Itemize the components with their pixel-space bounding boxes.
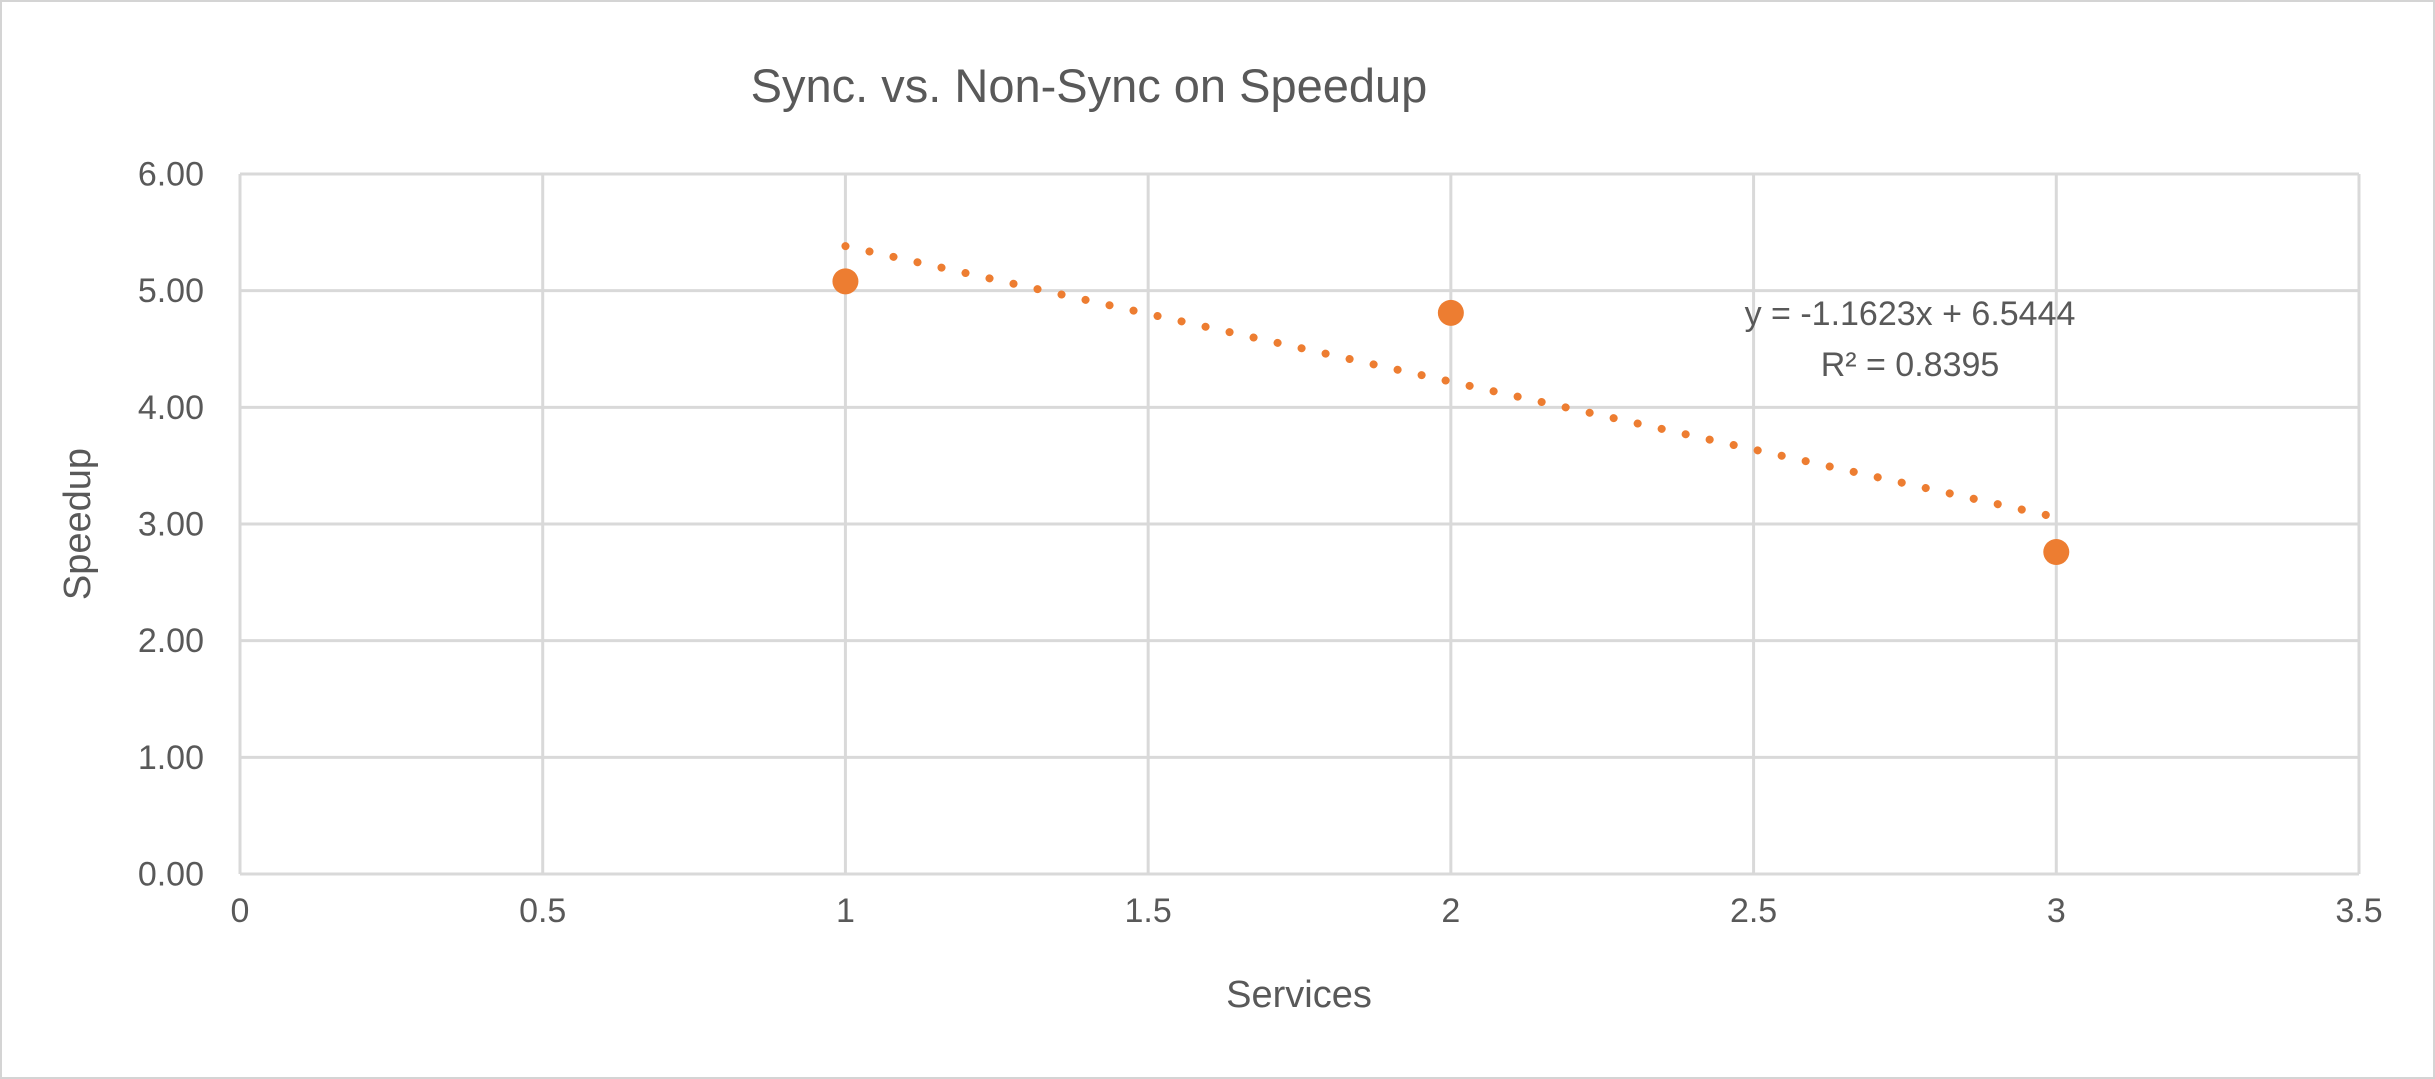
y-axis-title: Speedup [57,448,99,600]
x-axis-tick-labels: 0 0.5 1 1.5 2 2.5 3 3.5 [231,892,2383,930]
trendline-r-squared-label: R² = 0.8395 [1821,346,2000,384]
trendline [841,242,2061,522]
x-tick-label: 3 [2047,892,2066,930]
x-tick-label: 2.5 [1730,892,1777,930]
x-tick-label: 3.5 [2335,892,2382,930]
x-tick-label: 1.5 [1125,892,1172,930]
y-tick-label: 0.00 [138,856,204,894]
trendline-dotted-line [841,242,2061,522]
trendline-equation-label: y = -1.1623x + 6.5444 [1745,295,2076,333]
y-tick-label: 3.00 [138,506,204,544]
x-tick-label: 2 [1441,892,1460,930]
y-tick-label: 2.00 [138,622,204,660]
data-points [832,268,2070,565]
data-point [1437,299,1464,326]
x-tick-label: 0.5 [519,892,566,930]
y-tick-label: 5.00 [138,272,204,310]
x-axis-title: Services [1226,974,1372,1016]
chart-title: Sync. vs. Non-Sync on Speedup [751,59,1428,112]
y-axis-tick-labels: 0.00 1.00 2.00 3.00 4.00 5.00 6.00 [138,156,204,894]
y-tick-label: 6.00 [138,156,204,194]
data-point [832,268,859,295]
y-tick-label: 4.00 [138,389,204,427]
x-tick-label: 1 [836,892,855,930]
gridlines [238,172,2361,876]
x-tick-label: 0 [231,892,250,930]
y-tick-label: 1.00 [138,739,204,777]
data-point [2043,539,2070,565]
